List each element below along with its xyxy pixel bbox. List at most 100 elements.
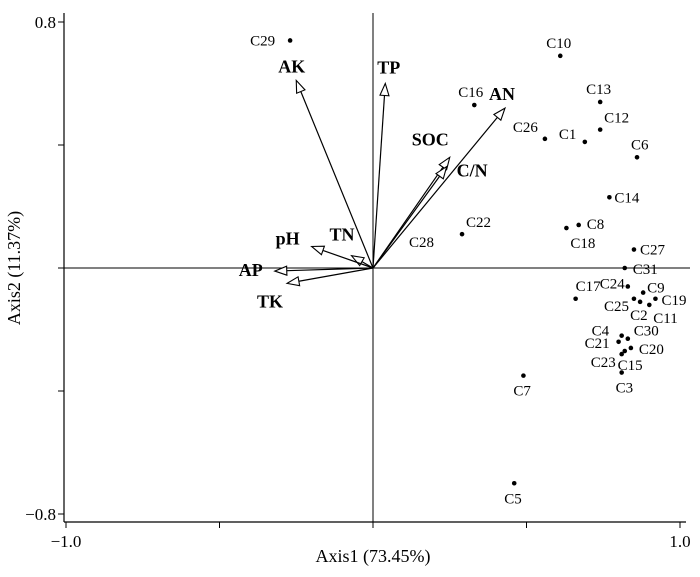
point-marker bbox=[459, 231, 465, 237]
point-marker bbox=[640, 290, 646, 295]
point-marker bbox=[597, 127, 603, 132]
point-c17: C17 bbox=[573, 279, 601, 302]
y-tick-label: 0.8 bbox=[35, 13, 56, 32]
point-c29: C29 bbox=[250, 33, 293, 49]
vector-arrowhead bbox=[285, 275, 301, 287]
point-label: C26 bbox=[513, 120, 539, 136]
vector-arrowhead bbox=[379, 81, 390, 97]
point-label: C22 bbox=[466, 215, 491, 231]
point-label: C20 bbox=[639, 342, 664, 358]
vector-ap: AP bbox=[239, 260, 374, 280]
point-c26: C26 bbox=[513, 120, 548, 142]
point-label: C2 bbox=[630, 308, 648, 324]
point-c11: C11 bbox=[647, 302, 678, 327]
point-marker bbox=[521, 373, 526, 378]
vector-arrowhead bbox=[295, 78, 306, 95]
vector-label: TP bbox=[377, 58, 400, 78]
vector-arrowhead bbox=[310, 245, 326, 256]
vector-tk: TK bbox=[257, 267, 374, 311]
point-marker bbox=[597, 99, 603, 105]
vector-line bbox=[300, 91, 374, 269]
point-c13: C13 bbox=[586, 82, 611, 105]
point-marker bbox=[625, 284, 631, 289]
point-label: C18 bbox=[570, 236, 595, 252]
vector-arrowhead bbox=[492, 106, 507, 122]
tick-marks: −1.0 1.0 0.8 −0.8 bbox=[25, 13, 690, 551]
point-marker bbox=[622, 265, 628, 271]
point-label: C14 bbox=[614, 190, 640, 206]
point-label: C24 bbox=[600, 276, 626, 292]
point-c8: C8 bbox=[576, 217, 604, 233]
y-tick-label: −0.8 bbox=[25, 505, 56, 524]
point-label: C12 bbox=[604, 111, 629, 127]
point-label: C8 bbox=[587, 217, 605, 233]
point-label: C11 bbox=[653, 311, 677, 327]
point-label: C4 bbox=[592, 324, 610, 340]
vector-line bbox=[322, 249, 374, 269]
point-marker bbox=[653, 296, 658, 302]
point-c31: C31 bbox=[622, 262, 658, 278]
vector-line bbox=[372, 95, 386, 269]
point-label: C23 bbox=[591, 355, 616, 371]
point-c19: C19 bbox=[653, 293, 686, 309]
point-label: C15 bbox=[618, 358, 643, 374]
point-label: C19 bbox=[661, 293, 686, 309]
point-c24: C24 bbox=[600, 276, 631, 292]
vector-tp: TP bbox=[372, 58, 400, 269]
point-marker bbox=[472, 102, 477, 108]
point-c28: C28 bbox=[409, 235, 434, 251]
y-axis-title: Axis2 (11.37%) bbox=[4, 211, 25, 325]
vector-tn: TN bbox=[330, 225, 374, 269]
point-label: C3 bbox=[616, 381, 634, 397]
point-c5: C5 bbox=[504, 480, 522, 507]
point-label: C7 bbox=[513, 384, 531, 400]
point-c1: C1 bbox=[559, 127, 588, 145]
vector-ak: AK bbox=[278, 56, 374, 269]
point-label: C13 bbox=[586, 82, 611, 98]
point-marker bbox=[625, 336, 631, 342]
point-c27: C27 bbox=[631, 243, 666, 259]
point-label: C25 bbox=[604, 299, 629, 315]
point-label: C21 bbox=[585, 336, 610, 352]
vector-label: AK bbox=[278, 56, 305, 76]
point-label: C16 bbox=[458, 85, 484, 101]
point-marker bbox=[607, 194, 612, 200]
point-c7: C7 bbox=[513, 373, 531, 400]
point-label: C6 bbox=[631, 137, 649, 153]
point-label: C5 bbox=[504, 491, 522, 507]
point-c18: C18 bbox=[564, 225, 595, 252]
point-marker bbox=[637, 299, 643, 305]
x-axis-title: Axis1 (73.45%) bbox=[316, 546, 431, 567]
vector-label: AN bbox=[489, 84, 515, 104]
point-marker bbox=[542, 136, 548, 142]
point-marker bbox=[619, 333, 624, 338]
env-vectors: AK TP AN SOC C/N TN pH AP TK bbox=[239, 56, 515, 311]
point-marker bbox=[511, 480, 517, 486]
point-marker bbox=[647, 302, 652, 308]
point-marker bbox=[582, 139, 588, 145]
point-label: C29 bbox=[250, 33, 275, 49]
point-c14: C14 bbox=[607, 190, 640, 206]
vector-line bbox=[372, 175, 441, 269]
point-c22: C22 bbox=[459, 215, 491, 237]
point-label: C30 bbox=[634, 324, 659, 340]
x-tick-label: 1.0 bbox=[669, 532, 690, 551]
point-c12: C12 bbox=[597, 111, 629, 132]
point-marker bbox=[573, 296, 578, 302]
point-c25: C25 bbox=[604, 296, 637, 315]
point-c20: C20 bbox=[628, 342, 664, 358]
vector-label: C/N bbox=[457, 161, 488, 181]
point-marker bbox=[628, 345, 634, 351]
point-label: C28 bbox=[409, 235, 434, 251]
vector-an: AN bbox=[372, 84, 515, 269]
vector-label: AP bbox=[239, 260, 263, 280]
point-marker bbox=[557, 53, 563, 59]
point-marker bbox=[622, 348, 628, 354]
point-c21: C21 bbox=[585, 336, 621, 352]
point-marker bbox=[576, 222, 581, 228]
vector-arrowhead bbox=[435, 165, 448, 180]
point-c9: C9 bbox=[640, 281, 665, 297]
point-label: C27 bbox=[640, 243, 666, 259]
point-marker bbox=[619, 351, 624, 357]
